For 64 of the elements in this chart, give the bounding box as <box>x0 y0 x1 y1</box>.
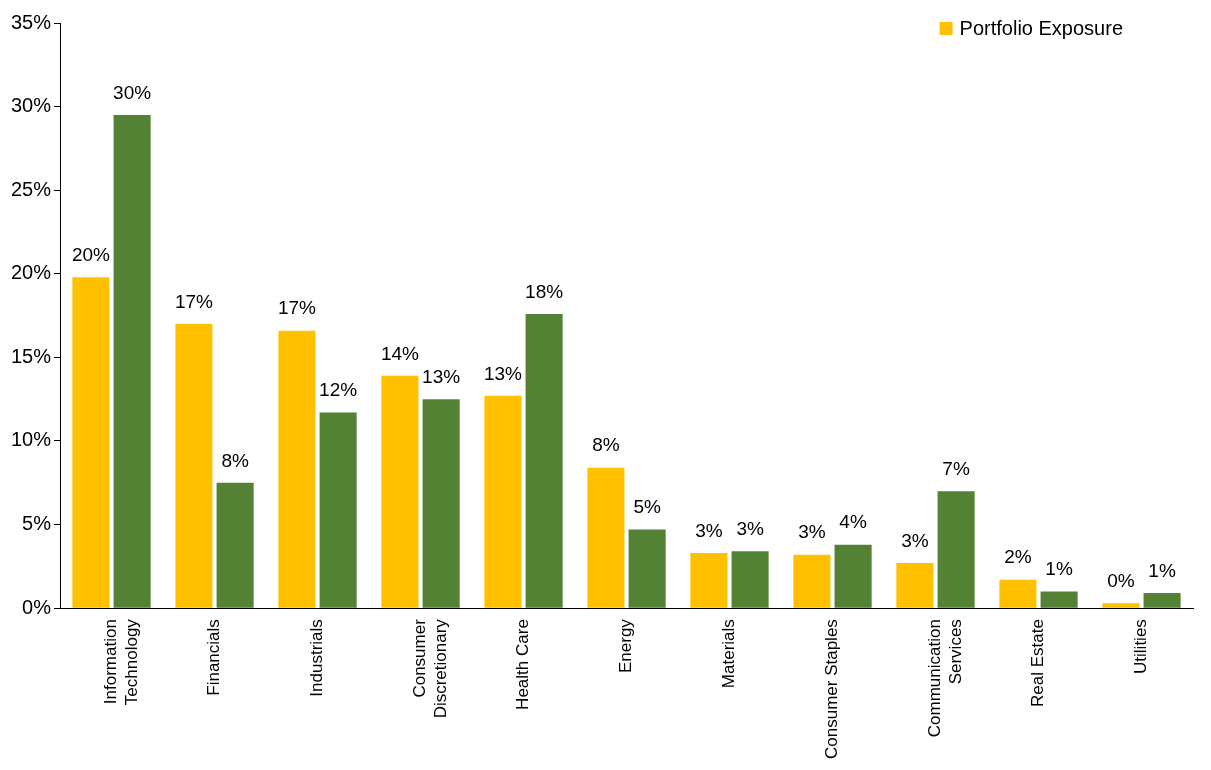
data-label: 18% <box>525 280 564 302</box>
bar <box>896 563 934 608</box>
bar <box>628 529 666 608</box>
data-label: 30% <box>113 81 152 103</box>
data-label: 3% <box>736 518 764 540</box>
y-tick-label: 10% <box>11 428 52 451</box>
x-tick-label: Energy <box>616 618 636 674</box>
bar <box>525 313 563 608</box>
x-tick-label: Information Technology <box>101 618 141 706</box>
x-tick-label: Health Care <box>513 619 533 710</box>
bar <box>72 277 110 608</box>
data-label: 5% <box>633 496 661 518</box>
bar <box>484 395 522 608</box>
data-label: 1% <box>1148 559 1176 581</box>
bar <box>381 375 419 608</box>
x-tick-label: Industrials <box>307 619 327 697</box>
x-tick-label: Financials <box>204 619 224 696</box>
data-label: 8% <box>592 434 620 456</box>
y-tick-label: 0% <box>22 595 52 618</box>
x-tick-label: Consumer Staples <box>822 619 842 759</box>
x-tick-label: Utilities <box>1131 619 1151 674</box>
bar <box>793 554 831 608</box>
y-tick-label: 30% <box>11 94 52 117</box>
x-tick-label: Real Estate <box>1028 619 1048 708</box>
y-tick-label: 15% <box>11 344 52 367</box>
bar <box>937 491 975 608</box>
y-tick-label: 5% <box>22 512 52 535</box>
x-tick-label: Materials <box>719 619 739 689</box>
legend-label: Portfolio Exposure <box>959 16 1123 39</box>
data-label: 12% <box>319 379 358 401</box>
bar <box>216 482 254 608</box>
bar <box>834 544 872 608</box>
y-tick-label: 35% <box>11 10 52 33</box>
bar <box>587 467 625 608</box>
bar <box>690 552 728 608</box>
bar <box>1040 591 1078 608</box>
data-label: 4% <box>839 511 867 533</box>
bar <box>731 551 769 608</box>
bar <box>999 579 1037 608</box>
data-label: 17% <box>277 297 317 319</box>
data-label: 7% <box>942 457 970 479</box>
data-label: 8% <box>221 449 249 471</box>
y-tick-label: 25% <box>11 177 52 200</box>
x-tick-label: Communication Services <box>925 619 965 738</box>
data-label: 17% <box>174 290 214 312</box>
bar <box>175 323 213 608</box>
y-tick-label: 20% <box>11 261 52 284</box>
x-tick-label: Consumer Discretionary <box>410 618 450 719</box>
data-label: 3% <box>901 529 929 551</box>
data-label: 3% <box>695 519 723 541</box>
data-label: 2% <box>1004 546 1032 568</box>
data-label: 3% <box>798 521 826 543</box>
data-label: 1% <box>1045 558 1073 580</box>
data-label: 14% <box>380 342 420 364</box>
bar <box>278 330 316 608</box>
data-label: 0% <box>1107 569 1135 591</box>
data-label: 13% <box>483 362 523 384</box>
data-label: 20% <box>71 243 111 265</box>
bar <box>422 399 460 608</box>
bar <box>113 114 151 608</box>
bar <box>1102 603 1140 608</box>
bar <box>1143 593 1181 608</box>
bar <box>319 412 357 608</box>
data-label: 13% <box>422 365 461 387</box>
